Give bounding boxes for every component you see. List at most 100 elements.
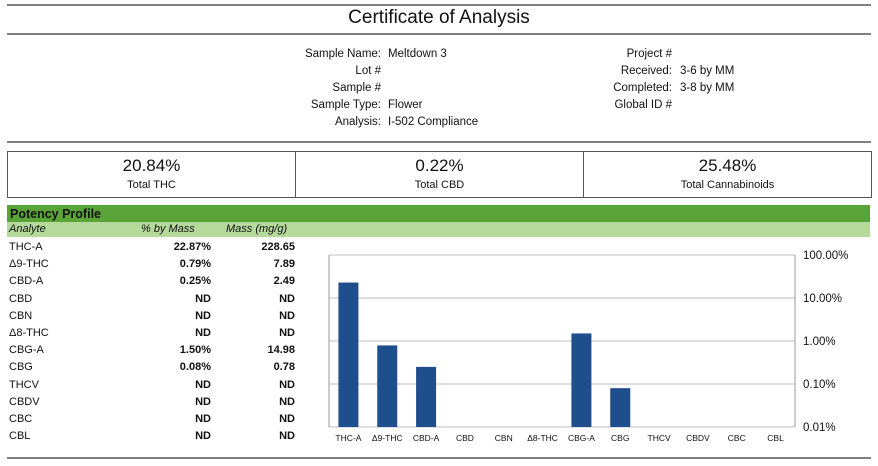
x-tick-label: CBG bbox=[611, 433, 629, 443]
page-title: Certificate of Analysis bbox=[348, 7, 530, 28]
global-id-label: Global ID # bbox=[614, 99, 672, 111]
x-tick-label: CBDV bbox=[686, 433, 710, 443]
top-rule bbox=[7, 4, 871, 6]
received-label: Received: bbox=[620, 65, 672, 77]
table-row: CBN ND ND bbox=[7, 308, 307, 325]
total-thc-label: Total THC bbox=[127, 179, 176, 191]
x-tick-label: THC-A bbox=[335, 433, 361, 443]
bar bbox=[338, 282, 359, 427]
analyte-pct: ND bbox=[195, 309, 211, 322]
table-row: CBG 0.08% 0.78 bbox=[7, 359, 307, 376]
y-tick-label: 1.00% bbox=[803, 336, 836, 348]
total-thc-box: 20.84% Total THC bbox=[8, 152, 296, 197]
analyte-name: CBDV bbox=[9, 395, 40, 408]
analyte-mass: ND bbox=[279, 413, 295, 425]
analyte-pct: ND bbox=[195, 378, 211, 391]
total-cannabinoids-value: 25.48% bbox=[698, 156, 757, 175]
analyte-name: CBG-A bbox=[9, 344, 44, 357]
x-tick-label: CBL bbox=[767, 433, 784, 443]
analyte-pct: 22.87% bbox=[173, 241, 211, 253]
potency-profile-header: Potency Profile bbox=[7, 205, 870, 222]
table-row: THC-A 22.87% 228.65 bbox=[7, 239, 307, 256]
table-row: CBC ND ND bbox=[7, 411, 307, 428]
x-tick-label: CBC bbox=[728, 433, 746, 443]
analyte-name: Δ8-THC bbox=[9, 327, 49, 339]
analyte-mass: ND bbox=[279, 430, 295, 443]
completed-value: 3-8 by MM bbox=[680, 82, 735, 94]
summary-boxes: 20.84% Total THC 0.22% Total CBD 25.48% … bbox=[7, 151, 872, 198]
analyte-pct: ND bbox=[195, 292, 211, 305]
analyte-pct: ND bbox=[195, 413, 211, 425]
total-cannabinoids-box: 25.48% Total Cannabinoids bbox=[584, 152, 871, 197]
table-row: CBD-A 0.25% 2.49 bbox=[7, 273, 307, 290]
total-cannabinoids-label: Total Cannabinoids bbox=[680, 179, 775, 191]
table-row: CBG-A 1.50% 14.98 bbox=[7, 342, 307, 359]
sample-type-label: Sample Type: bbox=[310, 99, 381, 111]
y-tick-label: 0.01% bbox=[803, 422, 836, 434]
col-mass-mg: Mass (mg/g) bbox=[226, 223, 288, 235]
potency-columns-header: Analyte % by Mass Mass (mg/g) bbox=[7, 222, 870, 237]
x-tick-label: CBD-A bbox=[413, 433, 440, 443]
x-tick-label: Δ9-THC bbox=[372, 433, 403, 443]
title-rule bbox=[7, 33, 871, 35]
total-cbd-box: 0.22% Total CBD bbox=[296, 152, 584, 197]
analyte-mass: ND bbox=[279, 327, 295, 339]
analyte-mass: ND bbox=[279, 309, 295, 322]
analyte-name: CBD-A bbox=[9, 275, 44, 288]
received-value: 3-6 by MM bbox=[680, 65, 735, 77]
analyte-mass: ND bbox=[279, 378, 295, 391]
bar bbox=[416, 366, 437, 427]
analyte-pct: ND bbox=[195, 430, 211, 443]
analyte-mass: 0.78 bbox=[273, 361, 295, 374]
analyte-name: CBN bbox=[9, 309, 33, 322]
project-label: Project # bbox=[626, 48, 672, 60]
table-row: Δ9-THC 0.79% 7.89 bbox=[7, 256, 307, 273]
analyte-name: CBD bbox=[9, 292, 33, 305]
analyte-mass: 7.89 bbox=[273, 258, 295, 271]
x-tick-label: CBG-A bbox=[568, 433, 595, 443]
x-tick-label: THCV bbox=[648, 433, 671, 443]
analyte-mass: 14.98 bbox=[267, 344, 295, 357]
sample-number-label: Sample # bbox=[332, 82, 381, 94]
analyte-mass: 2.49 bbox=[273, 275, 295, 288]
x-tick-label: CBN bbox=[495, 433, 513, 443]
table-row: CBL ND ND bbox=[7, 428, 307, 445]
total-cbd-value: 0.22% bbox=[415, 156, 464, 175]
total-thc-value: 20.84% bbox=[122, 156, 181, 175]
bar bbox=[610, 388, 631, 427]
analyte-pct: 0.25% bbox=[179, 275, 211, 288]
bottom-rule bbox=[7, 457, 871, 459]
sample-name-label: Sample Name: bbox=[304, 48, 381, 60]
potency-profile-title: Potency Profile bbox=[10, 207, 101, 221]
analyte-name: CBG bbox=[9, 361, 33, 374]
analyte-pct: 0.79% bbox=[179, 258, 211, 271]
lot-label: Lot # bbox=[355, 65, 381, 77]
total-cbd-label: Total CBD bbox=[414, 179, 465, 191]
analyte-mass: ND bbox=[279, 395, 295, 408]
sample-type-value: Flower bbox=[388, 99, 423, 111]
x-tick-label: Δ8-THC bbox=[527, 433, 558, 443]
bar bbox=[571, 333, 592, 427]
analyte-name: THC-A bbox=[9, 241, 43, 253]
table-row: CBD ND ND bbox=[7, 291, 307, 308]
analyte-mass: 228.65 bbox=[261, 241, 295, 253]
y-tick-label: 100.00% bbox=[803, 250, 848, 262]
analyte-pct: 1.50% bbox=[179, 344, 211, 357]
analyte-pct: ND bbox=[195, 327, 211, 339]
x-tick-label: CBD bbox=[456, 433, 474, 443]
completed-label: Completed: bbox=[613, 82, 672, 94]
table-row: CBDV ND ND bbox=[7, 394, 307, 411]
analyte-name: CBC bbox=[9, 413, 33, 425]
analyte-mass: ND bbox=[279, 292, 295, 305]
y-tick-label: 0.10% bbox=[803, 379, 836, 391]
bar bbox=[377, 345, 398, 427]
table-row: THCV ND ND bbox=[7, 377, 307, 394]
info-rule bbox=[7, 141, 871, 143]
sample-name-value: Meltdown 3 bbox=[388, 48, 447, 60]
analyte-name: CBL bbox=[9, 430, 31, 443]
table-row: Δ8-THC ND ND bbox=[7, 325, 307, 342]
analysis-label: Analysis: bbox=[334, 116, 381, 128]
col-analyte: Analyte bbox=[9, 223, 46, 235]
col-pct-mass: % by Mass bbox=[141, 223, 195, 235]
